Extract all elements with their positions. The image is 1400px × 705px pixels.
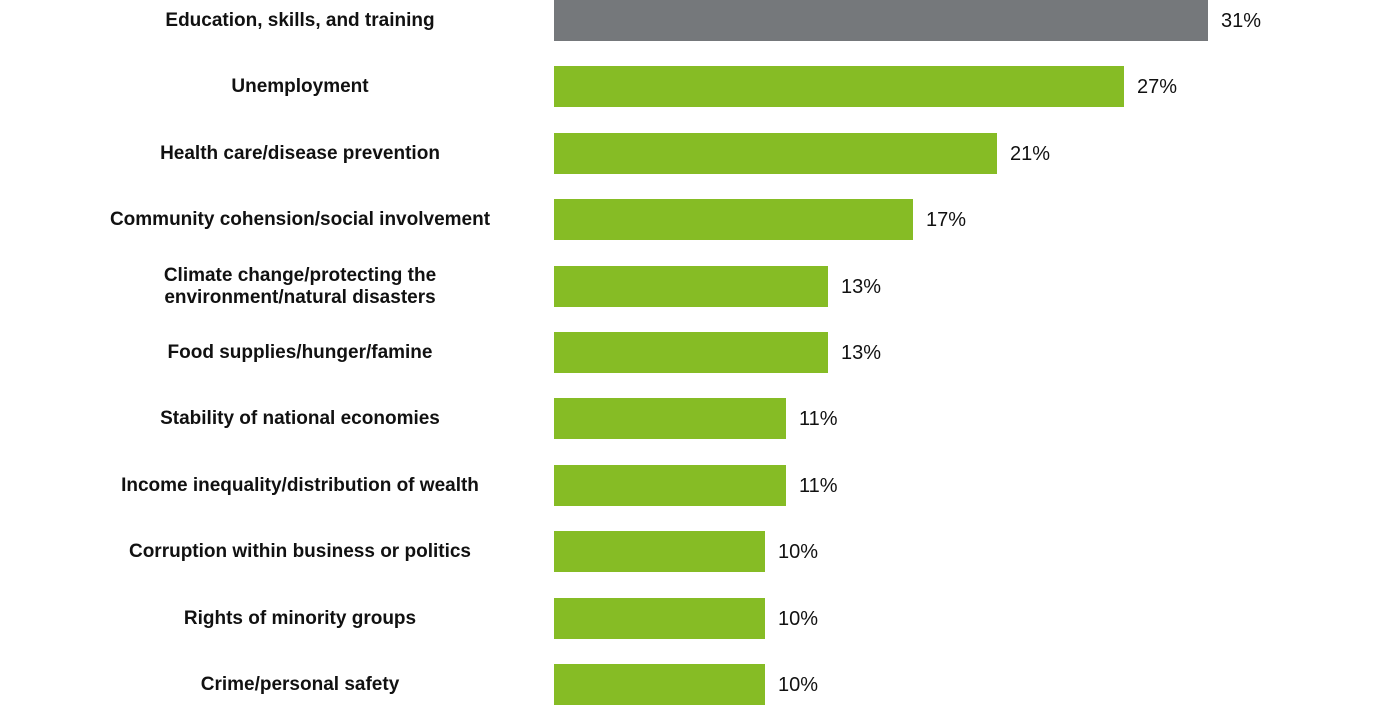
bar	[554, 398, 786, 439]
category-label: Income inequality/distribution of wealth	[121, 474, 479, 496]
value-label: 13%	[841, 275, 882, 298]
category-label: Crime/personal safety	[200, 673, 400, 695]
bar	[554, 598, 765, 639]
bar	[554, 531, 765, 572]
category-label: Food supplies/hunger/famine	[167, 341, 433, 363]
bar	[554, 199, 913, 240]
bar	[554, 664, 765, 705]
bar	[554, 66, 1124, 107]
category-label: Stability of national economies	[160, 407, 440, 429]
value-label: 17%	[926, 208, 967, 231]
category-label: Community cohension/social involvement	[109, 208, 491, 230]
value-label: 10%	[778, 607, 819, 630]
category-label: Climate change/protecting the environmen…	[163, 264, 437, 308]
value-label: 13%	[841, 341, 882, 364]
value-label: 31%	[1221, 9, 1262, 32]
bar	[554, 266, 828, 307]
value-label: 11%	[799, 407, 838, 430]
bar	[554, 0, 1208, 41]
bar	[554, 465, 786, 506]
category-label: Education, skills, and training	[165, 9, 435, 31]
value-label: 10%	[778, 673, 819, 696]
value-label: 11%	[799, 474, 838, 497]
value-label: 27%	[1137, 75, 1178, 98]
value-label: 10%	[778, 540, 819, 563]
category-label: Rights of minority groups	[183, 607, 417, 629]
value-label: 21%	[1010, 142, 1051, 165]
category-label: Health care/disease prevention	[160, 142, 440, 164]
bar	[554, 332, 828, 373]
bar	[554, 133, 997, 174]
category-label: Corruption within business or politics	[128, 540, 471, 562]
category-label: Unemployment	[231, 75, 369, 97]
